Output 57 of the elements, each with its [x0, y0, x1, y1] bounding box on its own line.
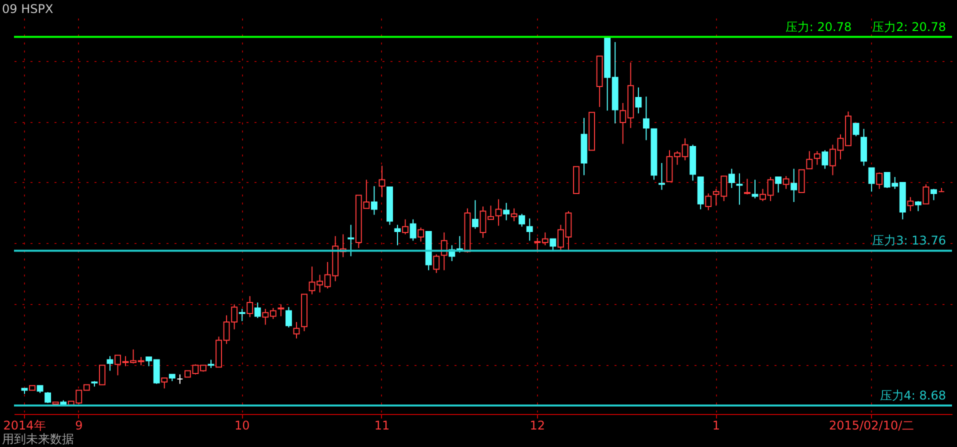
candlestick	[526, 218, 533, 242]
x-tick-label: 11	[374, 418, 390, 432]
candlestick	[394, 224, 401, 246]
candlestick	[370, 186, 378, 216]
candlestick	[775, 176, 782, 194]
candlestick	[44, 392, 52, 404]
candlestick	[285, 306, 292, 328]
candlestick	[98, 364, 106, 386]
candlestick	[418, 227, 424, 242]
candlestick	[238, 308, 246, 322]
candlestick	[106, 356, 114, 372]
ref-line-label: 压力4: 8.68	[880, 388, 946, 402]
candlestick	[876, 172, 883, 190]
candlestick	[503, 202, 510, 221]
chart-title: 09 HSPX	[1, 1, 54, 18]
x-tick-label: 12	[530, 418, 546, 432]
candlestick	[246, 296, 254, 318]
candlestick	[790, 168, 798, 202]
x-tick-label: 1	[712, 418, 720, 432]
candlestick	[550, 238, 556, 252]
candlestick	[852, 122, 860, 137]
candlestick	[518, 213, 526, 228]
candlestick	[860, 128, 868, 166]
candlestick	[254, 302, 261, 319]
ref-line-label: 压力: 20.78	[785, 20, 852, 34]
candlestick	[922, 184, 930, 204]
candlestick	[728, 168, 735, 188]
x-tick-label: 2015/02/10/二	[828, 418, 914, 432]
candlestick	[868, 167, 875, 192]
x-tick-label: 10	[234, 418, 250, 432]
candlestick	[930, 188, 937, 201]
ref-line-label: 压力3: 13.76	[872, 234, 946, 248]
x-tick-label: 2014年	[3, 418, 46, 432]
candlestick	[914, 200, 922, 212]
text: 用到未来数据	[2, 432, 74, 446]
candlestick	[642, 96, 650, 141]
candlestick	[378, 165, 386, 198]
candlestick	[907, 196, 914, 212]
candlestick	[293, 322, 300, 339]
candlestick	[402, 218, 409, 235]
candlestick	[510, 208, 518, 222]
candlestick	[782, 176, 790, 190]
candlestick	[705, 192, 712, 211]
candlestick	[472, 200, 478, 230]
annotation: 压力2: 20.78	[872, 20, 946, 34]
candlestick	[161, 378, 168, 389]
candlestick	[814, 150, 820, 166]
candlestick	[278, 304, 284, 317]
candlestick	[176, 374, 184, 384]
candlestick	[495, 198, 502, 226]
candlestick	[635, 86, 642, 114]
candlestick	[658, 162, 665, 190]
candlestick	[744, 178, 750, 195]
x-tick-label: 9	[75, 418, 83, 432]
candlestick	[348, 224, 354, 257]
candlestick	[822, 150, 828, 170]
candlestick	[410, 218, 416, 242]
